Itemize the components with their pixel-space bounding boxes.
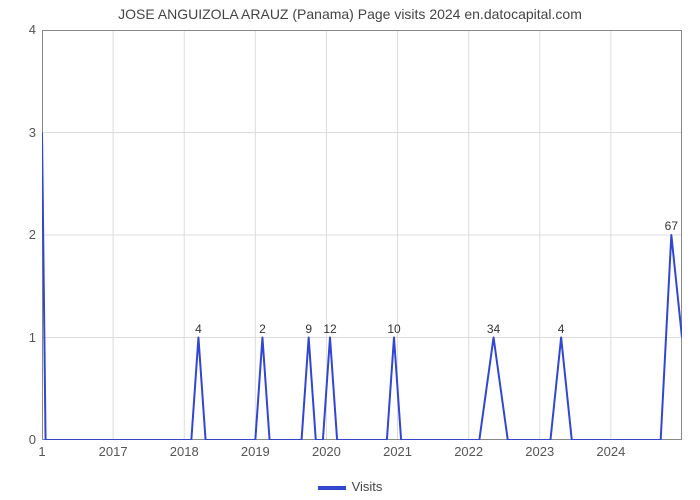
x-tick-label: 2022 (454, 444, 483, 459)
peak-label: 34 (487, 322, 500, 336)
y-tick-label: 4 (16, 22, 36, 37)
chart-title: JOSE ANGUIZOLA ARAUZ (Panama) Page visit… (0, 6, 700, 22)
peak-label: 12 (323, 322, 336, 336)
x-tick-label: 2018 (170, 444, 199, 459)
peak-label: 2 (259, 322, 266, 336)
peak-label: 4 (195, 322, 202, 336)
x-tick-label: 2021 (383, 444, 412, 459)
peak-label: 9 (305, 322, 312, 336)
y-tick-label: 1 (16, 330, 36, 345)
x-tick-label: 2019 (241, 444, 270, 459)
peak-label: 67 (665, 219, 678, 233)
peak-label: 10 (387, 322, 400, 336)
y-tick-label: 0 (16, 432, 36, 447)
x-tick-label: 2024 (596, 444, 625, 459)
legend-label: Visits (352, 479, 383, 494)
x-tick-label: 2023 (525, 444, 554, 459)
y-tick-label: 2 (16, 227, 36, 242)
legend-swatch (318, 486, 346, 490)
x-tick-label: 2017 (99, 444, 128, 459)
peak-label: 4 (558, 322, 565, 336)
x-tick-label: 2020 (312, 444, 341, 459)
y-tick-label: 3 (16, 125, 36, 140)
start-label: 1 (38, 444, 45, 459)
legend: Visits (0, 479, 700, 494)
plot-area (42, 30, 682, 440)
